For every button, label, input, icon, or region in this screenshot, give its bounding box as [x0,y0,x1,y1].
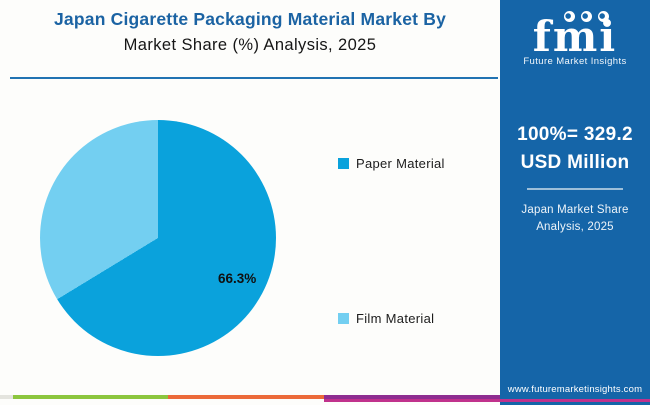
header-divider [10,77,498,79]
fmi-logo-word: fmi [532,12,618,61]
footer-color-bar-segment [13,395,168,399]
fmi-logo-globe-icons [564,11,609,22]
stat-divider [527,188,623,191]
footer-underline-bar [324,399,650,402]
pie-chart [40,120,276,356]
chart-title: Japan Cigarette Packaging Material Marke… [54,9,446,29]
fmi-logo: fmi Future Market Insights [500,8,650,67]
footer-color-bar-segment [0,395,13,399]
stat-value-line2: USD Million [520,151,630,173]
legend-label-paper-material: Paper Material [356,156,445,171]
legend-swatch-paper-material [338,158,349,169]
legend-label-film-material: Film Material [356,311,435,326]
website-url: www.futuremarketinsights.com [507,384,643,395]
globe-icon [564,11,575,22]
stat-value-line1: 100%= 329.2 [517,124,633,145]
legend-swatch-film-material [338,313,349,324]
pie-slice-data-label: 66.3% [218,271,257,286]
chart-subtitle: Market Share (%) Analysis, 2025 [123,36,377,54]
stat-caption: Japan Market Share Analysis, 2025 [521,204,629,234]
footer-color-bar-segment [324,395,500,399]
chart-panel: Japan Cigarette Packaging Material Marke… [10,9,498,356]
globe-icon [598,11,609,22]
market-total-stat: 100%= 329.2 USD Million Japan Market Sha… [500,121,650,237]
fmi-logo-subtext: Future Market Insights [523,56,627,67]
sidebar: fmi Future Market Insights 100%= 329.2 U… [500,0,650,405]
globe-icon [581,11,592,22]
footer-color-bar-segment [168,395,324,399]
legend-item-film-material: Film Material [338,311,434,326]
legend-item-paper-material: Paper Material [338,156,445,171]
